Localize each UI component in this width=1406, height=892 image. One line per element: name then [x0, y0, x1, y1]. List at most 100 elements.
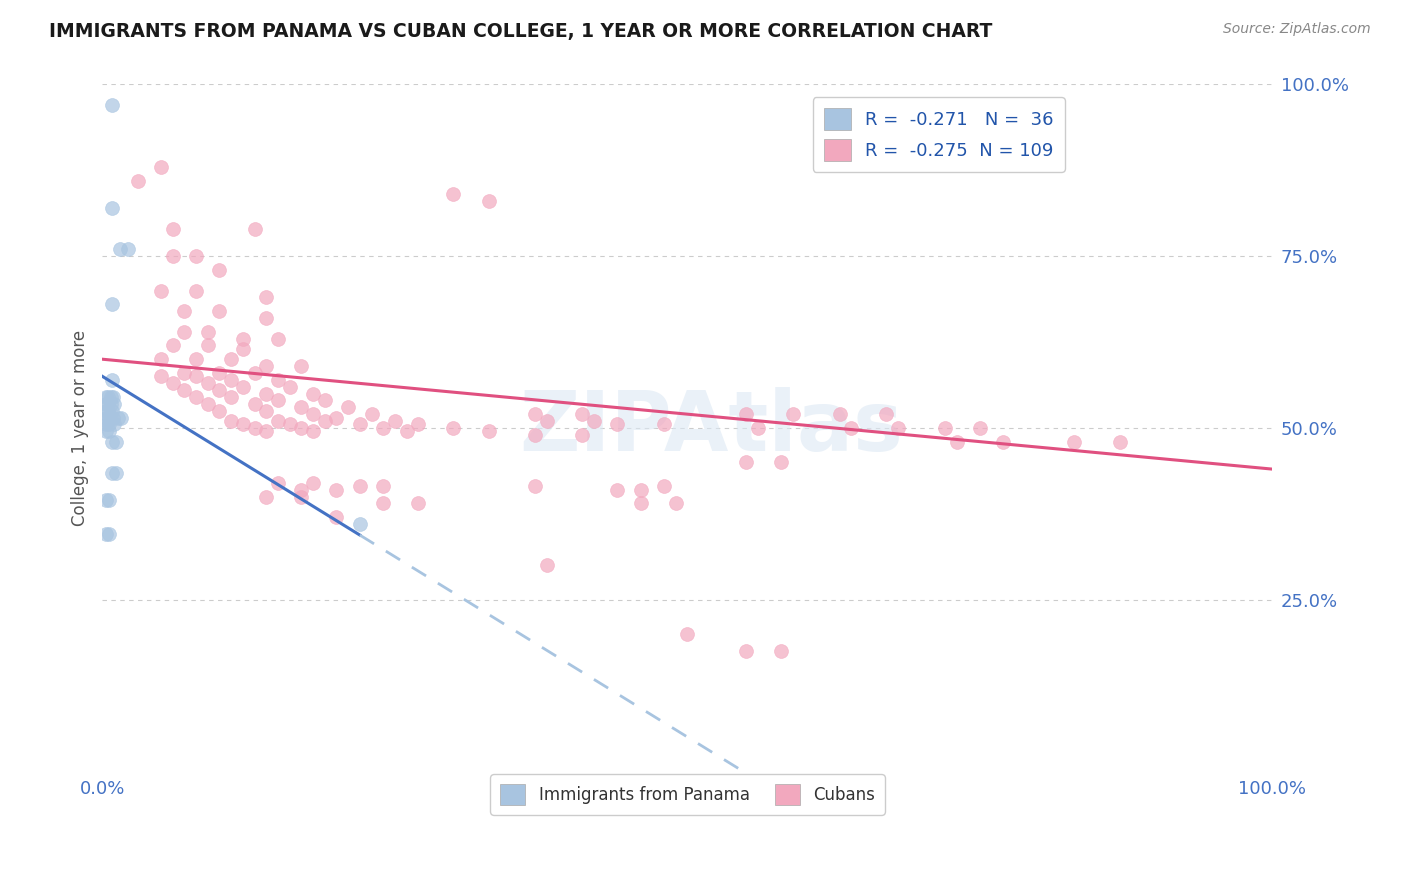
- Point: [100, 390, 122, 404]
- Point: [325, 510, 347, 524]
- Point: [782, 407, 804, 421]
- Point: [290, 483, 312, 497]
- Point: [98, 425, 121, 439]
- Point: [993, 434, 1015, 449]
- Legend: Immigrants from Panama, Cubans: Immigrants from Panama, Cubans: [491, 774, 884, 814]
- Point: [184, 284, 207, 298]
- Point: [373, 479, 395, 493]
- Point: [98, 493, 121, 508]
- Point: [267, 414, 290, 428]
- Point: [254, 359, 277, 373]
- Point: [395, 425, 418, 439]
- Point: [105, 466, 128, 480]
- Point: [314, 393, 336, 408]
- Point: [875, 407, 897, 421]
- Point: [735, 407, 758, 421]
- Point: [101, 373, 124, 387]
- Point: [127, 173, 149, 187]
- Point: [477, 194, 499, 209]
- Point: [243, 397, 266, 411]
- Point: [536, 414, 558, 428]
- Point: [349, 517, 371, 532]
- Point: [208, 366, 231, 380]
- Point: [105, 434, 128, 449]
- Point: [349, 417, 371, 432]
- Point: [290, 490, 312, 504]
- Point: [94, 410, 117, 425]
- Point: [770, 455, 793, 469]
- Point: [571, 427, 593, 442]
- Point: [101, 434, 124, 449]
- Point: [302, 407, 325, 421]
- Point: [571, 407, 593, 421]
- Point: [184, 369, 207, 384]
- Point: [314, 414, 336, 428]
- Point: [101, 297, 124, 311]
- Point: [349, 479, 371, 493]
- Point: [373, 496, 395, 510]
- Point: [197, 325, 219, 339]
- Point: [267, 332, 290, 346]
- Point: [676, 627, 699, 641]
- Point: [103, 417, 125, 432]
- Point: [101, 390, 124, 404]
- Point: [94, 397, 117, 411]
- Point: [149, 369, 172, 384]
- Point: [536, 558, 558, 573]
- Point: [1063, 434, 1085, 449]
- Point: [747, 421, 769, 435]
- Point: [243, 421, 266, 435]
- Point: [969, 421, 991, 435]
- Point: [934, 421, 956, 435]
- Point: [197, 397, 219, 411]
- Point: [243, 221, 266, 235]
- Point: [94, 417, 117, 432]
- Text: ZIPAtlas: ZIPAtlas: [519, 387, 903, 468]
- Point: [197, 338, 219, 352]
- Text: Source: ZipAtlas.com: Source: ZipAtlas.com: [1223, 22, 1371, 37]
- Point: [735, 644, 758, 658]
- Point: [630, 483, 652, 497]
- Point: [443, 187, 465, 202]
- Point: [1109, 434, 1132, 449]
- Point: [184, 390, 207, 404]
- Point: [98, 410, 121, 425]
- Point: [97, 390, 120, 404]
- Point: [162, 221, 184, 235]
- Point: [108, 242, 131, 256]
- Point: [735, 455, 758, 469]
- Point: [325, 410, 347, 425]
- Point: [278, 380, 301, 394]
- Point: [100, 397, 122, 411]
- Point: [243, 366, 266, 380]
- Point: [97, 403, 120, 417]
- Point: [101, 403, 124, 417]
- Point: [665, 496, 688, 510]
- Point: [110, 410, 132, 425]
- Point: [232, 342, 254, 356]
- Point: [770, 644, 793, 658]
- Point: [219, 352, 242, 367]
- Point: [443, 421, 465, 435]
- Point: [302, 475, 325, 490]
- Point: [325, 483, 347, 497]
- Point: [208, 304, 231, 318]
- Point: [173, 366, 195, 380]
- Point: [219, 390, 242, 404]
- Point: [408, 496, 430, 510]
- Point: [254, 425, 277, 439]
- Point: [254, 311, 277, 326]
- Point: [101, 466, 124, 480]
- Point: [94, 493, 117, 508]
- Point: [524, 407, 547, 421]
- Point: [173, 304, 195, 318]
- Point: [98, 417, 121, 432]
- Point: [337, 401, 360, 415]
- Point: [630, 496, 652, 510]
- Point: [652, 479, 675, 493]
- Point: [208, 403, 231, 417]
- Point: [232, 380, 254, 394]
- Point: [828, 407, 851, 421]
- Point: [94, 425, 117, 439]
- Point: [373, 421, 395, 435]
